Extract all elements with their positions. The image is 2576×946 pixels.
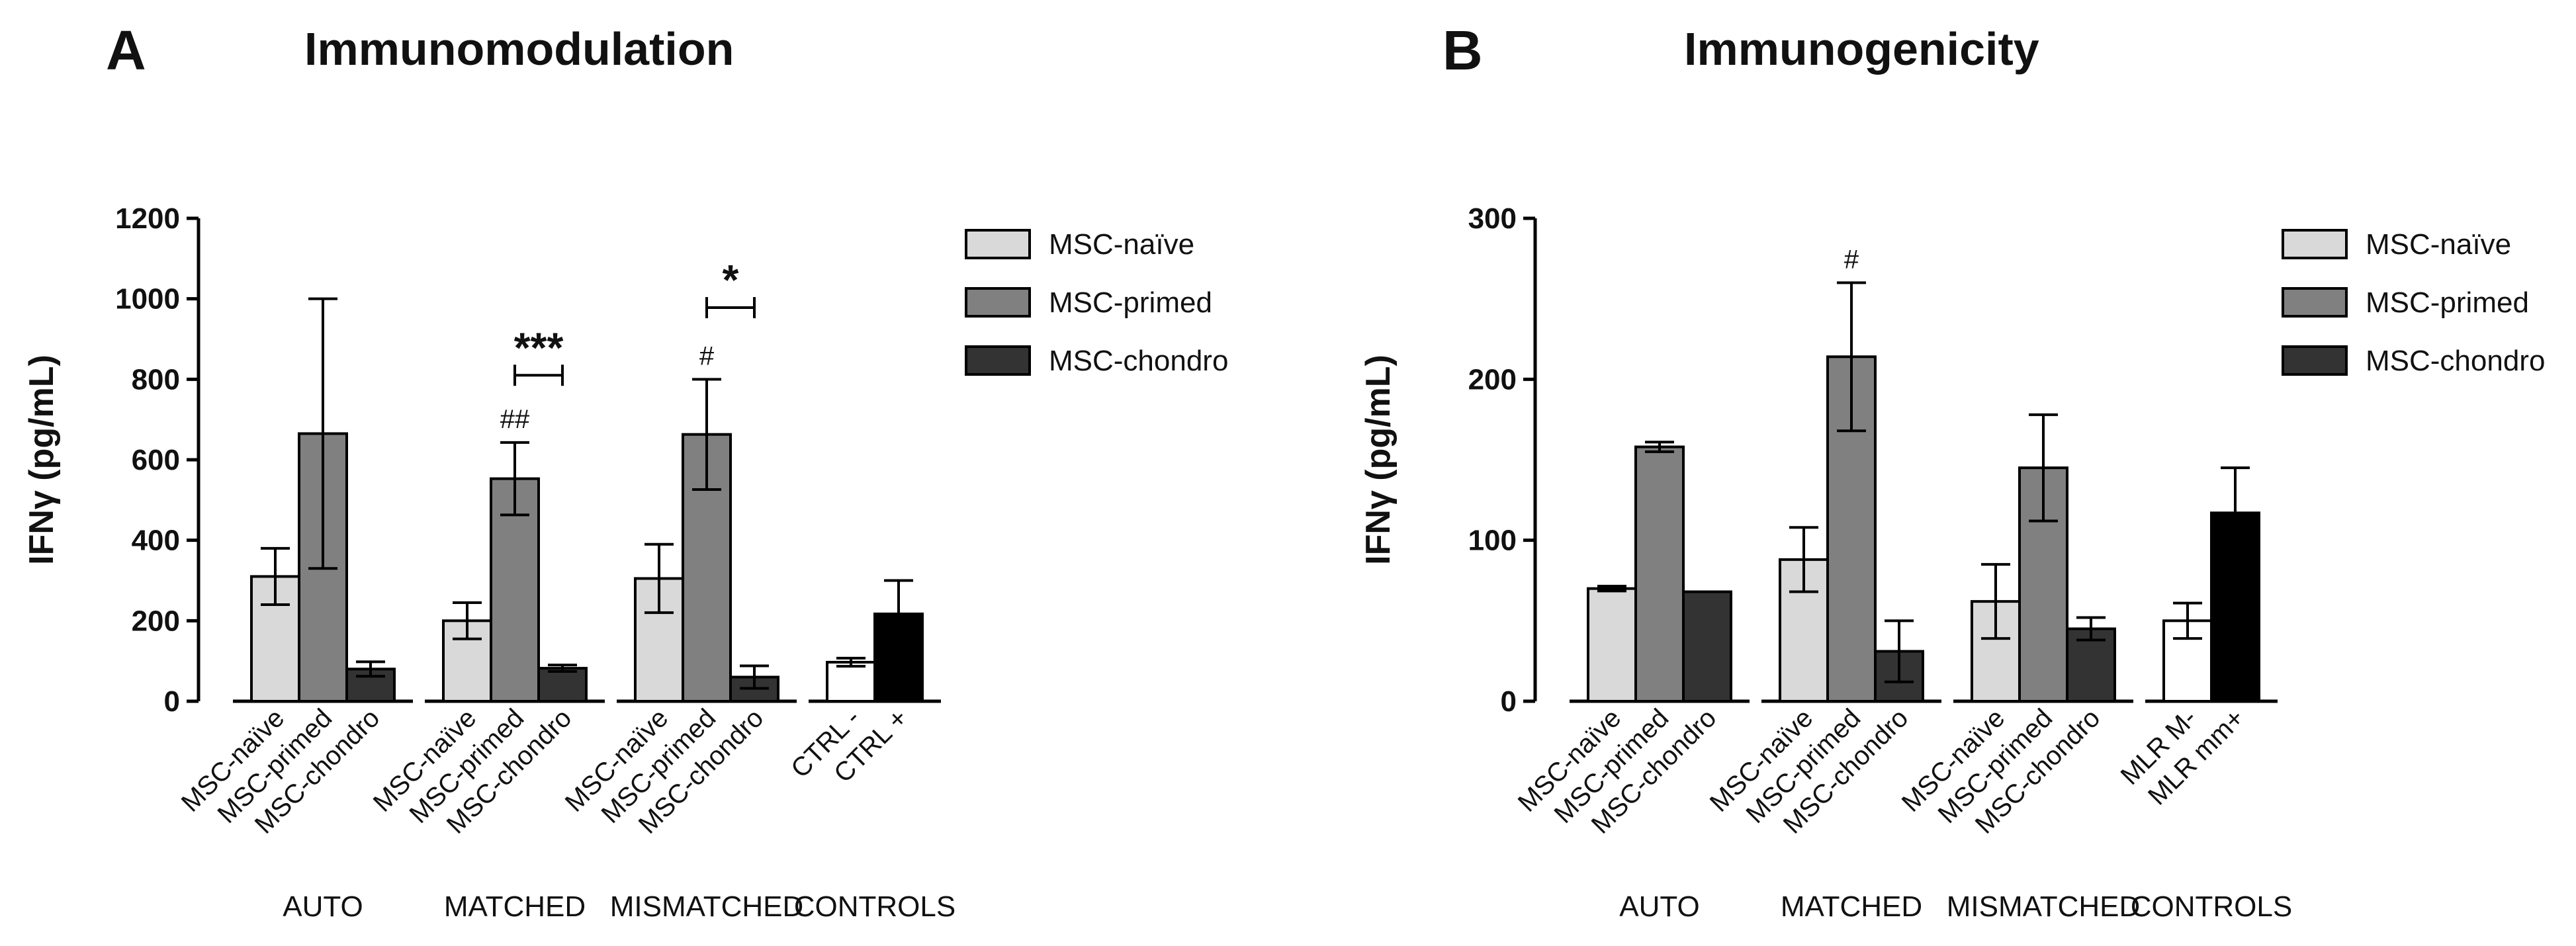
group-label: AUTO (1619, 890, 1699, 923)
legend-label: MSC-chondro (1049, 345, 1228, 377)
sig-marker: ## (500, 405, 530, 434)
legend-swatch (2282, 287, 2348, 318)
y-axis-label: IFNγ (pg/mL) (22, 355, 61, 565)
panel-letter: A (106, 19, 146, 81)
legend-label: MSC-naïve (2366, 228, 2511, 261)
panel-b: B Immunogenicity IFNγ (pg/mL) 0 100 200 300 MSC… (1359, 19, 2545, 923)
legend: MSC-naïve MSC-primed MSC-chondro (2282, 228, 2545, 377)
y-tick-label: 1200 (115, 202, 180, 235)
panel-title: Immunogenicity (1684, 23, 2039, 75)
bar (1634, 445, 1685, 703)
group-label: CONTROLS (2131, 890, 2292, 923)
legend: MSC-naïve MSC-primed MSC-chondro (965, 228, 1228, 377)
legend-label: MSC-chondro (2366, 345, 2545, 377)
legend-swatch (2282, 345, 2348, 376)
group-label: MISMATCHED (1947, 890, 2141, 923)
y-tick-label: 300 (1468, 202, 1517, 235)
y-tick-label: 400 (132, 525, 180, 557)
group-label: MATCHED (1781, 890, 1922, 923)
bar (826, 660, 876, 703)
bar (1682, 590, 1732, 703)
legend-swatch (965, 345, 1031, 376)
group-label: CONTROLS (794, 890, 955, 923)
legend-swatch (965, 229, 1031, 259)
legend-swatch (2282, 229, 2348, 259)
panel-a: A Immunomodulation IFNγ (pg/mL) 0 200 400 600 8… (22, 19, 1228, 923)
y-tick-label: 200 (132, 605, 180, 637)
y-tick-label: 1000 (115, 283, 180, 316)
bar (2018, 466, 2068, 703)
bar (1587, 587, 1637, 703)
sig-marker: # (1844, 245, 1859, 274)
legend-label: MSC-primed (2366, 286, 2529, 319)
legend-swatch (965, 287, 1031, 318)
y-axis-label: IFNγ (pg/mL) (1359, 355, 1398, 565)
panel-letter: B (1443, 19, 1483, 81)
legend-label: MSC-naïve (1049, 228, 1194, 261)
sig-stars: * (723, 256, 739, 304)
group-label: AUTO (283, 890, 363, 923)
y-tick-label: 0 (164, 685, 180, 718)
y-tick-label: 0 (1501, 685, 1517, 718)
y-tick-label: 600 (132, 444, 180, 476)
legend-label: MSC-primed (1049, 286, 1212, 319)
group-label: MISMATCHED (610, 890, 804, 923)
bar (873, 612, 924, 703)
sig-marker: # (699, 341, 715, 370)
bar (537, 667, 588, 703)
y-tick-label: 200 (1468, 363, 1517, 396)
group-label: MATCHED (444, 890, 586, 923)
y-tick-label: 800 (132, 363, 180, 396)
panel-title: Immunomodulation (304, 23, 734, 75)
sig-stars: *** (514, 323, 564, 371)
y-tick-label: 100 (1468, 525, 1517, 557)
